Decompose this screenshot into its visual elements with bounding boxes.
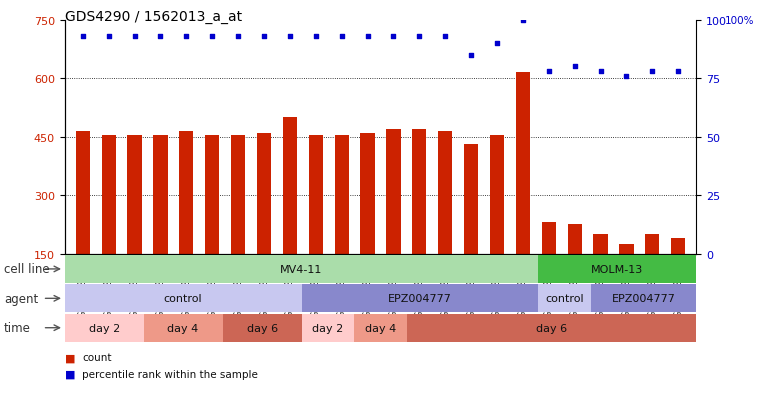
Text: day 2: day 2 [312, 323, 343, 333]
Point [543, 69, 555, 75]
Point [413, 34, 425, 40]
Bar [257, 133, 271, 254]
Point [594, 69, 607, 75]
Bar [619, 244, 634, 254]
Point [154, 34, 167, 40]
Point [361, 34, 374, 40]
Text: count: count [82, 352, 112, 362]
Bar [542, 223, 556, 254]
Point [672, 69, 684, 75]
Bar [490, 135, 504, 254]
Point [129, 34, 141, 40]
Point [103, 34, 115, 40]
Bar [309, 135, 323, 254]
Text: time: time [4, 321, 30, 335]
Text: day 6: day 6 [536, 323, 567, 333]
Bar [594, 235, 607, 254]
Bar [283, 118, 297, 254]
Bar [205, 135, 219, 254]
Text: control: control [164, 294, 202, 304]
Bar [464, 145, 478, 254]
Point [491, 40, 503, 47]
Text: day 4: day 4 [365, 323, 396, 333]
Text: 100%: 100% [724, 16, 754, 26]
Bar [671, 238, 686, 254]
Text: GDS4290 / 1562013_a_at: GDS4290 / 1562013_a_at [65, 10, 242, 24]
Point [232, 34, 244, 40]
Point [387, 34, 400, 40]
Text: EPZ004777: EPZ004777 [612, 294, 676, 304]
Point [206, 34, 218, 40]
Point [465, 52, 477, 59]
Text: cell line: cell line [4, 263, 49, 276]
Text: day 2: day 2 [88, 323, 119, 333]
Point [439, 34, 451, 40]
Text: MV4-11: MV4-11 [280, 264, 323, 274]
Bar [568, 225, 581, 254]
Point [646, 69, 658, 75]
Text: MOLM-13: MOLM-13 [591, 264, 644, 274]
Text: day 4: day 4 [167, 323, 199, 333]
Bar [231, 135, 245, 254]
Bar [361, 133, 374, 254]
Point [77, 34, 89, 40]
Text: agent: agent [4, 292, 38, 305]
Point [284, 34, 296, 40]
Text: day 6: day 6 [247, 323, 278, 333]
Bar [387, 130, 400, 254]
Point [620, 74, 632, 80]
Bar [438, 131, 452, 254]
Point [517, 17, 529, 24]
Text: ■: ■ [65, 352, 75, 362]
Point [180, 34, 193, 40]
Point [336, 34, 348, 40]
Text: percentile rank within the sample: percentile rank within the sample [82, 369, 258, 379]
Point [258, 34, 270, 40]
Point [568, 64, 581, 71]
Bar [335, 135, 349, 254]
Point [310, 34, 322, 40]
Bar [412, 130, 426, 254]
Bar [645, 235, 660, 254]
Text: EPZ004777: EPZ004777 [388, 294, 452, 304]
Bar [154, 135, 167, 254]
Bar [101, 135, 116, 254]
Text: control: control [546, 294, 584, 304]
Text: ■: ■ [65, 369, 75, 379]
Bar [180, 131, 193, 254]
Bar [127, 135, 142, 254]
Bar [516, 73, 530, 254]
Bar [75, 131, 90, 254]
